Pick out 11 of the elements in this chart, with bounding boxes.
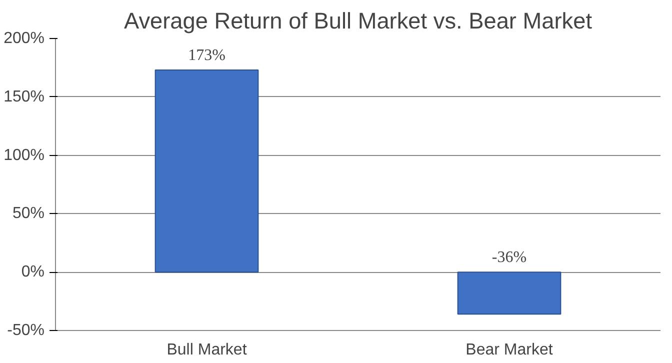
y-tick-label: 0% bbox=[21, 264, 44, 281]
y-tick-label: 100% bbox=[4, 146, 44, 164]
chart-title: Average Return of Bull Market vs. Bear Market bbox=[124, 8, 593, 34]
x-tick-label: Bull Market bbox=[166, 342, 248, 358]
y-tick-label: 50% bbox=[12, 205, 45, 222]
data-label: -36% bbox=[492, 249, 527, 266]
data-label: 173% bbox=[188, 47, 226, 64]
y-tick-label: -50% bbox=[7, 322, 45, 339]
y-tick-label: 200% bbox=[4, 30, 44, 47]
x-tick-label: Bear Market bbox=[466, 342, 554, 358]
y-tick-label: 150% bbox=[4, 88, 44, 106]
